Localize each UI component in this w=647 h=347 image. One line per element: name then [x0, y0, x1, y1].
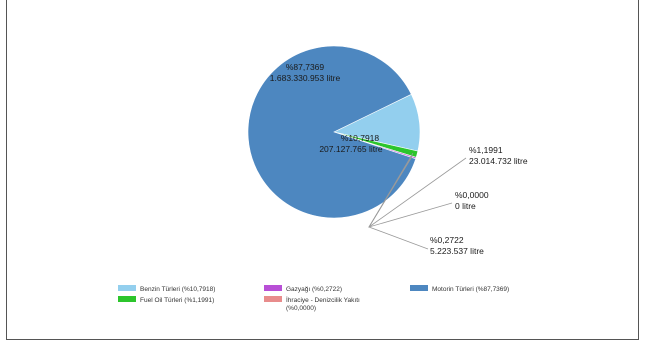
label-gazyagi-percent: %0,2722: [430, 235, 464, 245]
legend-label-benzin: Benzin Türleri (%10,7918): [140, 286, 215, 293]
label-motorin-volume: 1.683.330.953 litre: [270, 73, 341, 83]
label-fueloil-percent: %1,1991: [469, 145, 503, 155]
legend-swatch-gazyagi: [264, 285, 282, 291]
leader-lines: [368, 152, 467, 250]
leader-line-3: [368, 155, 453, 228]
label-gazyagi-volume: 5.223.537 litre: [430, 246, 484, 256]
label-fueloil-volume: 23.014.732 litre: [469, 156, 528, 166]
legend-label-ihraciye-line2: (%0,0000): [286, 305, 316, 312]
legend-label-ihraciye-line1: İhraciye - Denizcilik Yakıtı: [286, 295, 360, 304]
pie-slices: [247, 45, 421, 219]
label-ihraciye-percent: %0,0000: [455, 190, 489, 200]
pie-slice-4: [247, 45, 417, 219]
legend-label-motorin: Motorin Türleri (%87,7369): [432, 286, 509, 293]
legend-label-ihraciye: İhraciye - Denizcilik Yakıtı (%0,0000): [286, 295, 362, 312]
label-benzin-volume: 207.127.765 litre: [319, 144, 383, 154]
label-motorin-percent: %87,7369: [286, 62, 325, 72]
legend-label-fueloil: Fuel Oil Türleri (%1,1991): [140, 297, 214, 304]
label-benzin-percent: %10,7918: [341, 133, 380, 143]
legend-swatch-fueloil: [118, 296, 136, 302]
legend-label-gazyagi: Gazyağı (%0,2722): [286, 286, 342, 293]
label-ihraciye-volume: 0 litre: [455, 201, 476, 211]
legend-swatch-motorin: [410, 285, 428, 291]
legend: Benzin Türleri (%10,7918) Fuel Oil Türle…: [118, 285, 509, 312]
chart-frame: [6, 0, 639, 340]
legend-swatch-ihraciye: [264, 296, 282, 302]
legend-swatch-benzin: [118, 285, 136, 291]
